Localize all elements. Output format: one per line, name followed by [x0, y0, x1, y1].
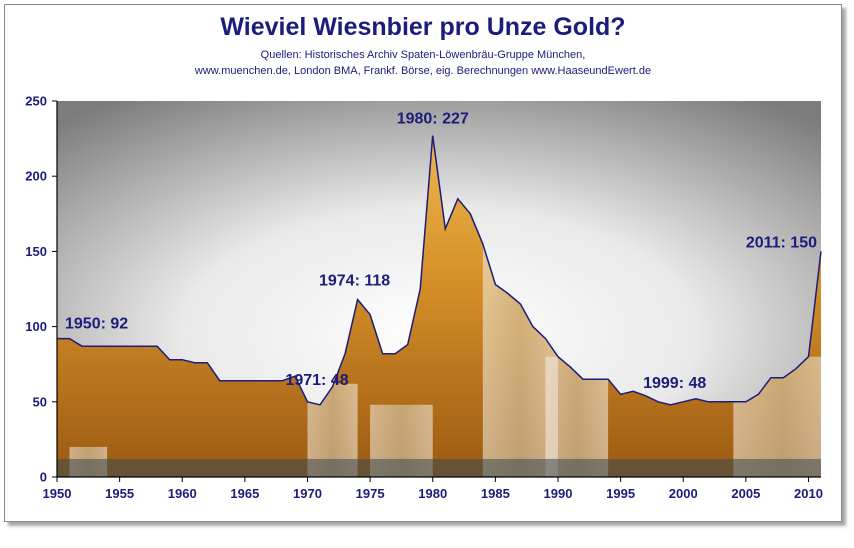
x-tick-label: 2000 [669, 486, 698, 501]
x-tick-label: 1960 [168, 486, 197, 501]
data-label-1950: 1950: 92 [65, 316, 128, 333]
x-tick-label: 1965 [230, 486, 259, 501]
chart-source-line-1: Quellen: Historisches Archiv Spaten-Löwe… [260, 49, 586, 61]
x-tick-label: 2005 [731, 486, 760, 501]
x-tick-label: 1970 [293, 486, 322, 501]
y-tick-label: 0 [40, 470, 47, 485]
chart-title: Wieviel Wiesnbier pro Unze Gold? [220, 13, 626, 41]
data-label-1971: 1971: 48 [285, 372, 348, 389]
x-tick-label: 1955 [105, 486, 134, 501]
data-label-2011: 2011: 150 [746, 234, 817, 251]
x-tick-label: 2010 [794, 486, 823, 501]
table-shadow [57, 458, 821, 477]
y-tick-label: 200 [25, 169, 47, 184]
x-tick-label: 1950 [43, 486, 72, 501]
axes-layer: 0 50 100 150 200 250 1950 1955 1960 1965 1970 1975 1… [25, 94, 823, 502]
annotation-layer: 1950: 92 1971: 48 1974: 118 1980: 227 1999: … [65, 111, 817, 392]
x-tick-label: 1980 [418, 486, 447, 501]
series-layer [57, 135, 822, 406]
x-tick-label: 1985 [481, 486, 510, 501]
x-tick-label: 1975 [356, 486, 385, 501]
series-line [57, 135, 822, 406]
data-label-1980: 1980: 227 [397, 111, 469, 128]
y-tick-label: 250 [25, 94, 47, 109]
data-label-1999: 1999: 48 [643, 375, 706, 392]
data-label-1974: 1974: 118 [319, 273, 390, 290]
x-tick-label: 1990 [544, 486, 573, 501]
x-tick-label: 1995 [606, 486, 635, 501]
y-tick-label: 100 [25, 319, 47, 334]
y-tick-label: 150 [25, 244, 47, 259]
chart-source-line-2: www.muenchen.de, London BMA, Frankf. Bör… [194, 65, 652, 77]
y-tick-label: 50 [33, 394, 47, 409]
